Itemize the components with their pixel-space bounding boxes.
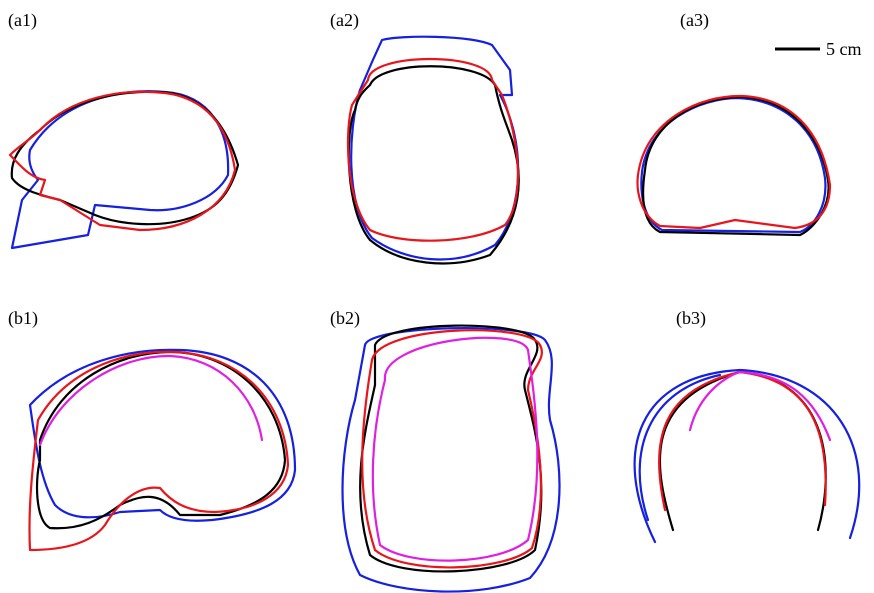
- panel-label: (b1): [8, 308, 38, 329]
- panel-label: (a2): [330, 10, 359, 31]
- outline-a3: [638, 96, 830, 235]
- outline-b2: [343, 326, 560, 592]
- figure: (a1) (a2) (a3) (b1) (b2) (b3) 5 cm: [0, 0, 874, 593]
- panel-label: (b3): [676, 308, 706, 329]
- panel-label: (a3): [680, 10, 709, 31]
- outline-b3: [635, 370, 860, 542]
- outline-a1: [10, 91, 238, 248]
- panel-label: (b2): [330, 308, 360, 329]
- outline-a2: [348, 37, 519, 264]
- panel-label: (a1): [8, 10, 37, 31]
- outline-b1: [29, 350, 295, 550]
- scale-label: 5 cm: [826, 39, 862, 59]
